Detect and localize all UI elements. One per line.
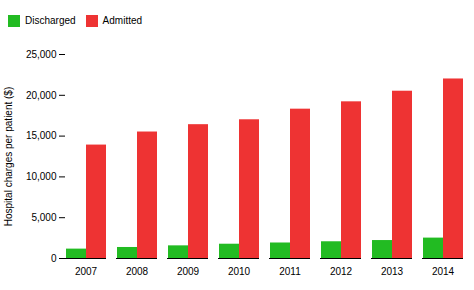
svg-text:10,000: 10,000	[26, 171, 57, 182]
svg-text:2014: 2014	[432, 266, 455, 277]
svg-text:2012: 2012	[330, 266, 353, 277]
svg-text:2010: 2010	[228, 266, 251, 277]
svg-text:15,000: 15,000	[26, 130, 57, 141]
svg-text:25,000: 25,000	[26, 49, 57, 60]
svg-text:2011: 2011	[279, 266, 301, 277]
svg-text:20,000: 20,000	[26, 90, 57, 101]
svg-text:2008: 2008	[126, 266, 149, 277]
svg-text:Hospital charges per patient (: Hospital charges per patient ($)	[3, 87, 14, 227]
svg-text:2009: 2009	[177, 266, 200, 277]
svg-text:0: 0	[51, 253, 57, 264]
svg-text:5,000: 5,000	[31, 212, 56, 223]
html-text:Discharged: Discharged	[25, 15, 76, 26]
svg-text:2007: 2007	[75, 266, 98, 277]
html-text:Admitted: Admitted	[102, 15, 143, 26]
svg-text:2013: 2013	[381, 266, 404, 277]
